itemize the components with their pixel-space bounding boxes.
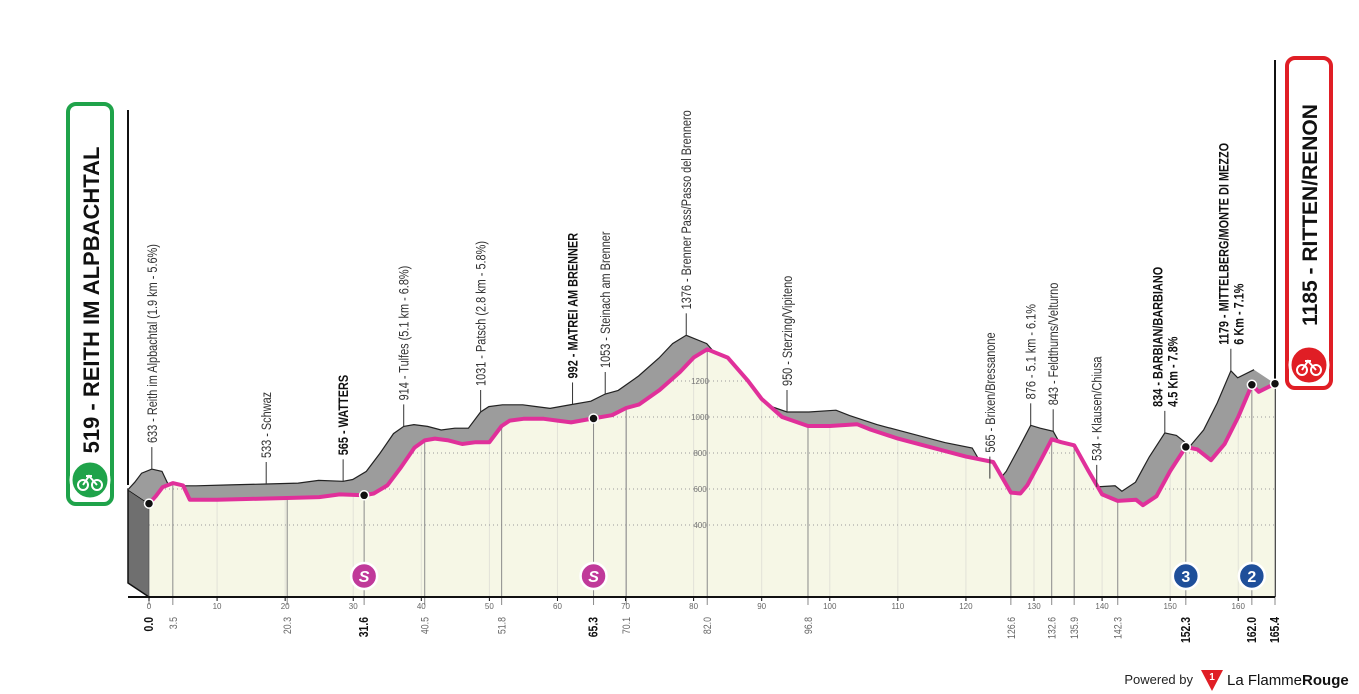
x-tick-label: 50 <box>485 602 494 611</box>
km-pin <box>1269 378 1281 389</box>
km-marker-label: 31.6 <box>357 617 371 638</box>
sprint-badge <box>579 561 608 591</box>
landmark-label: 4.5 Km - 7.8% <box>1165 337 1181 407</box>
x-tick-label: 10 <box>213 602 222 611</box>
bike-icon <box>1296 359 1322 376</box>
km-marker-label: 82.0 <box>702 617 714 635</box>
km-pin <box>358 490 370 501</box>
km-marker-label: 126.6 <box>1006 617 1018 639</box>
km-marker-label: 152.3 <box>1179 617 1193 643</box>
x-tick-label: 40 <box>417 602 426 611</box>
profile-area <box>149 349 1275 597</box>
climb-badge-label: 2 <box>1247 569 1256 586</box>
km-marker-label: 3.5 <box>168 617 180 630</box>
sprint-badge <box>349 561 379 591</box>
climb-badge <box>1171 561 1201 591</box>
x-tick-label: 0 <box>147 602 152 611</box>
climb-badge <box>1237 561 1267 591</box>
km-marker-label: 142.3 <box>1113 617 1125 639</box>
y-tick-label: 1200 <box>691 377 709 386</box>
y-tick-label: 600 <box>693 485 707 494</box>
km-marker-label: 162.0 <box>1245 617 1259 643</box>
x-tick-label: 110 <box>891 602 904 611</box>
landmark-label: 876 - 5.1 km - 6.1% <box>1023 304 1039 399</box>
x-tick-label: 80 <box>689 602 698 611</box>
landmark-label: 6 Km - 7.1% <box>1231 284 1247 345</box>
landmark-label: 533 - Schwaz <box>259 392 275 458</box>
km-pin <box>143 498 155 509</box>
x-tick-label: 150 <box>1163 602 1177 611</box>
km-marker-label: 51.8 <box>497 617 509 635</box>
grid-layer: 400 600 800 1000 1200 <box>149 349 1275 597</box>
landmark-label: 565 - Brixen/Bressanone <box>983 332 999 452</box>
km-marker-label: 0.0 <box>142 617 156 632</box>
bike-icon <box>77 474 103 491</box>
label-layer: 0.0 3.5 20.3 31.6 40.5 51.8 65.3 70.1 82.0 96.8 12… <box>142 110 1282 643</box>
landmark-label: 1376 - Brenner Pass/Passo del Brennero <box>679 110 695 309</box>
landmark-label: 1031 - Patsch (2.8 km - 5.8%) <box>473 241 489 386</box>
x-tick-label: 70 <box>621 602 630 611</box>
km-marker-label: 20.3 <box>282 617 294 635</box>
finish-box <box>1285 56 1333 390</box>
x-tick-label: 20 <box>281 602 290 611</box>
landmark-label: 843 - Feldthurns/Velturno <box>1046 283 1062 406</box>
km-pin <box>1246 379 1258 391</box>
landmark-label: 1053 - Steinach am Brenner <box>598 231 614 368</box>
km-marker-label: 135.9 <box>1069 617 1081 639</box>
landmark-label: 1179 - MITTELBERG/MONTE DI MEZZO <box>1216 143 1232 345</box>
x-tick-label: 140 <box>1095 602 1109 611</box>
km-marker-label: 65.3 <box>587 617 601 638</box>
landmark-label: 633 - Reith im Alpbachtal (1.9 km - 5.6%… <box>145 244 161 443</box>
x-tick-label: 120 <box>959 602 973 611</box>
brand-bold: Rouge <box>1302 672 1349 689</box>
landmark-label: 534 - Klausen/Chiusa <box>1089 357 1105 461</box>
y-tick-label: 1000 <box>691 413 709 422</box>
x-tick-label: 60 <box>553 602 562 611</box>
start-icon <box>69 459 111 501</box>
km-pin <box>588 413 599 424</box>
km-marker-label: 132.6 <box>1047 617 1059 639</box>
km-marker-label: 40.5 <box>420 617 432 635</box>
x-tick-label: 160 <box>1232 602 1246 611</box>
km-marker-label: 96.8 <box>803 617 815 635</box>
powered-by: Powered by <box>1124 672 1193 687</box>
climb-badge-label: 3 <box>1181 569 1190 586</box>
landmark-label: 992 - MATREI AM BRENNER <box>565 233 581 379</box>
x-tick-label: 30 <box>349 602 358 611</box>
start-box <box>66 102 114 506</box>
x-tick-label: 130 <box>1027 602 1041 611</box>
km-pin <box>1180 441 1192 453</box>
y-tick-label: 800 <box>693 449 707 458</box>
km-marker-label: 70.1 <box>621 617 633 635</box>
finish-title: 1185 - RITTEN/RENON <box>1299 104 1322 326</box>
x-tick-label: 100 <box>823 602 837 611</box>
x-tick-label: 90 <box>757 602 766 611</box>
start-title: 519 - REITH IM ALPBACHTAL <box>79 147 104 454</box>
y-tick-label: 400 <box>693 521 707 530</box>
km-marker-label: 165.4 <box>1268 617 1282 643</box>
brand-logo <box>1201 670 1223 691</box>
finish-icon <box>1288 344 1330 386</box>
landmark-label: 565 - WATTERS <box>336 375 352 455</box>
brand-name: La FlammeRouge <box>1227 672 1349 689</box>
sprint-badge-label: S <box>588 569 599 586</box>
profile-ridge <box>127 334 1255 492</box>
landmark-label: 914 - Tulfes (5.1 km - 6.8%) <box>396 266 412 401</box>
brand-icon: 1 <box>1209 672 1215 683</box>
landmark-label: 834 - BARBIAN/BARBIANO <box>1150 267 1166 407</box>
landmark-label: 950 - Sterzing/Vipiteno <box>780 276 796 386</box>
sprint-badge-label: S <box>359 569 370 586</box>
brand: La Flamme <box>1227 672 1302 689</box>
